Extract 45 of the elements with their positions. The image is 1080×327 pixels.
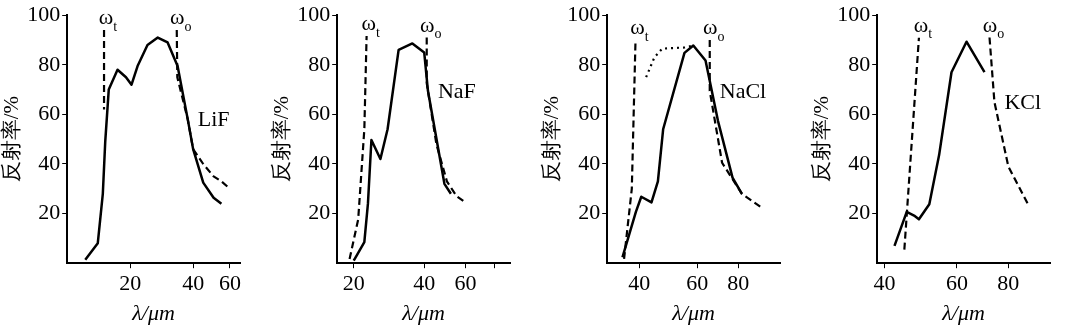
- y-tick-label: 20: [308, 199, 331, 225]
- x-tick-label: 40: [413, 270, 436, 296]
- annotation: LiF: [197, 106, 230, 132]
- x-tick-label: 80: [727, 270, 750, 296]
- y-tick-label: 80: [38, 50, 61, 76]
- x-axis-title: λ/μm: [671, 299, 715, 325]
- y-axis-title: 反射率/%: [0, 96, 24, 183]
- y-tick-label: 100: [837, 0, 871, 26]
- y-tick-label: 80: [308, 50, 331, 76]
- y-tick-label: 20: [848, 199, 871, 225]
- x-tick-label: 60: [945, 270, 968, 296]
- y-tick-label: 20: [578, 199, 601, 225]
- x-tick-label: 40: [628, 270, 651, 296]
- x-axis-title: λ/μm: [401, 299, 445, 325]
- y-axis-title: 反射率/%: [809, 96, 834, 183]
- x-tick-label: 20: [342, 270, 365, 296]
- y-tick-label: 100: [567, 0, 601, 26]
- x-axis-title: λ/μm: [941, 299, 985, 325]
- x-axis-title: λ/μm: [131, 299, 175, 325]
- y-tick-label: 80: [848, 50, 871, 76]
- y-tick-label: 60: [578, 100, 601, 126]
- y-tick-label: 40: [848, 149, 871, 175]
- y-tick-label: 60: [848, 100, 871, 126]
- y-tick-label: 60: [308, 100, 331, 126]
- line-series: [348, 34, 368, 261]
- annotation: NaCl: [719, 77, 767, 103]
- x-tick-label: 80: [997, 270, 1020, 296]
- y-tick-label: 80: [578, 50, 601, 76]
- y-tick-label: 20: [38, 199, 61, 225]
- x-tick-label: 40: [182, 270, 205, 296]
- y-tick-label: 60: [38, 100, 61, 126]
- x-tick-label: 60: [454, 270, 477, 296]
- annotation: NaF: [437, 77, 476, 103]
- y-tick-label: 100: [27, 0, 61, 26]
- y-tick-label: 40: [578, 149, 601, 175]
- x-tick-label: 60: [686, 270, 709, 296]
- x-tick-label: 60: [218, 270, 241, 296]
- y-tick-label: 40: [38, 149, 61, 175]
- x-tick-label: 40: [873, 270, 896, 296]
- x-tick-label: 20: [119, 270, 142, 296]
- y-tick-label: 100: [297, 0, 331, 26]
- annotation: KCl: [1004, 89, 1042, 114]
- y-axis-title: 反射率/%: [539, 96, 564, 183]
- y-tick-label: 40: [308, 149, 331, 175]
- y-axis-title: 反射率/%: [269, 96, 294, 183]
